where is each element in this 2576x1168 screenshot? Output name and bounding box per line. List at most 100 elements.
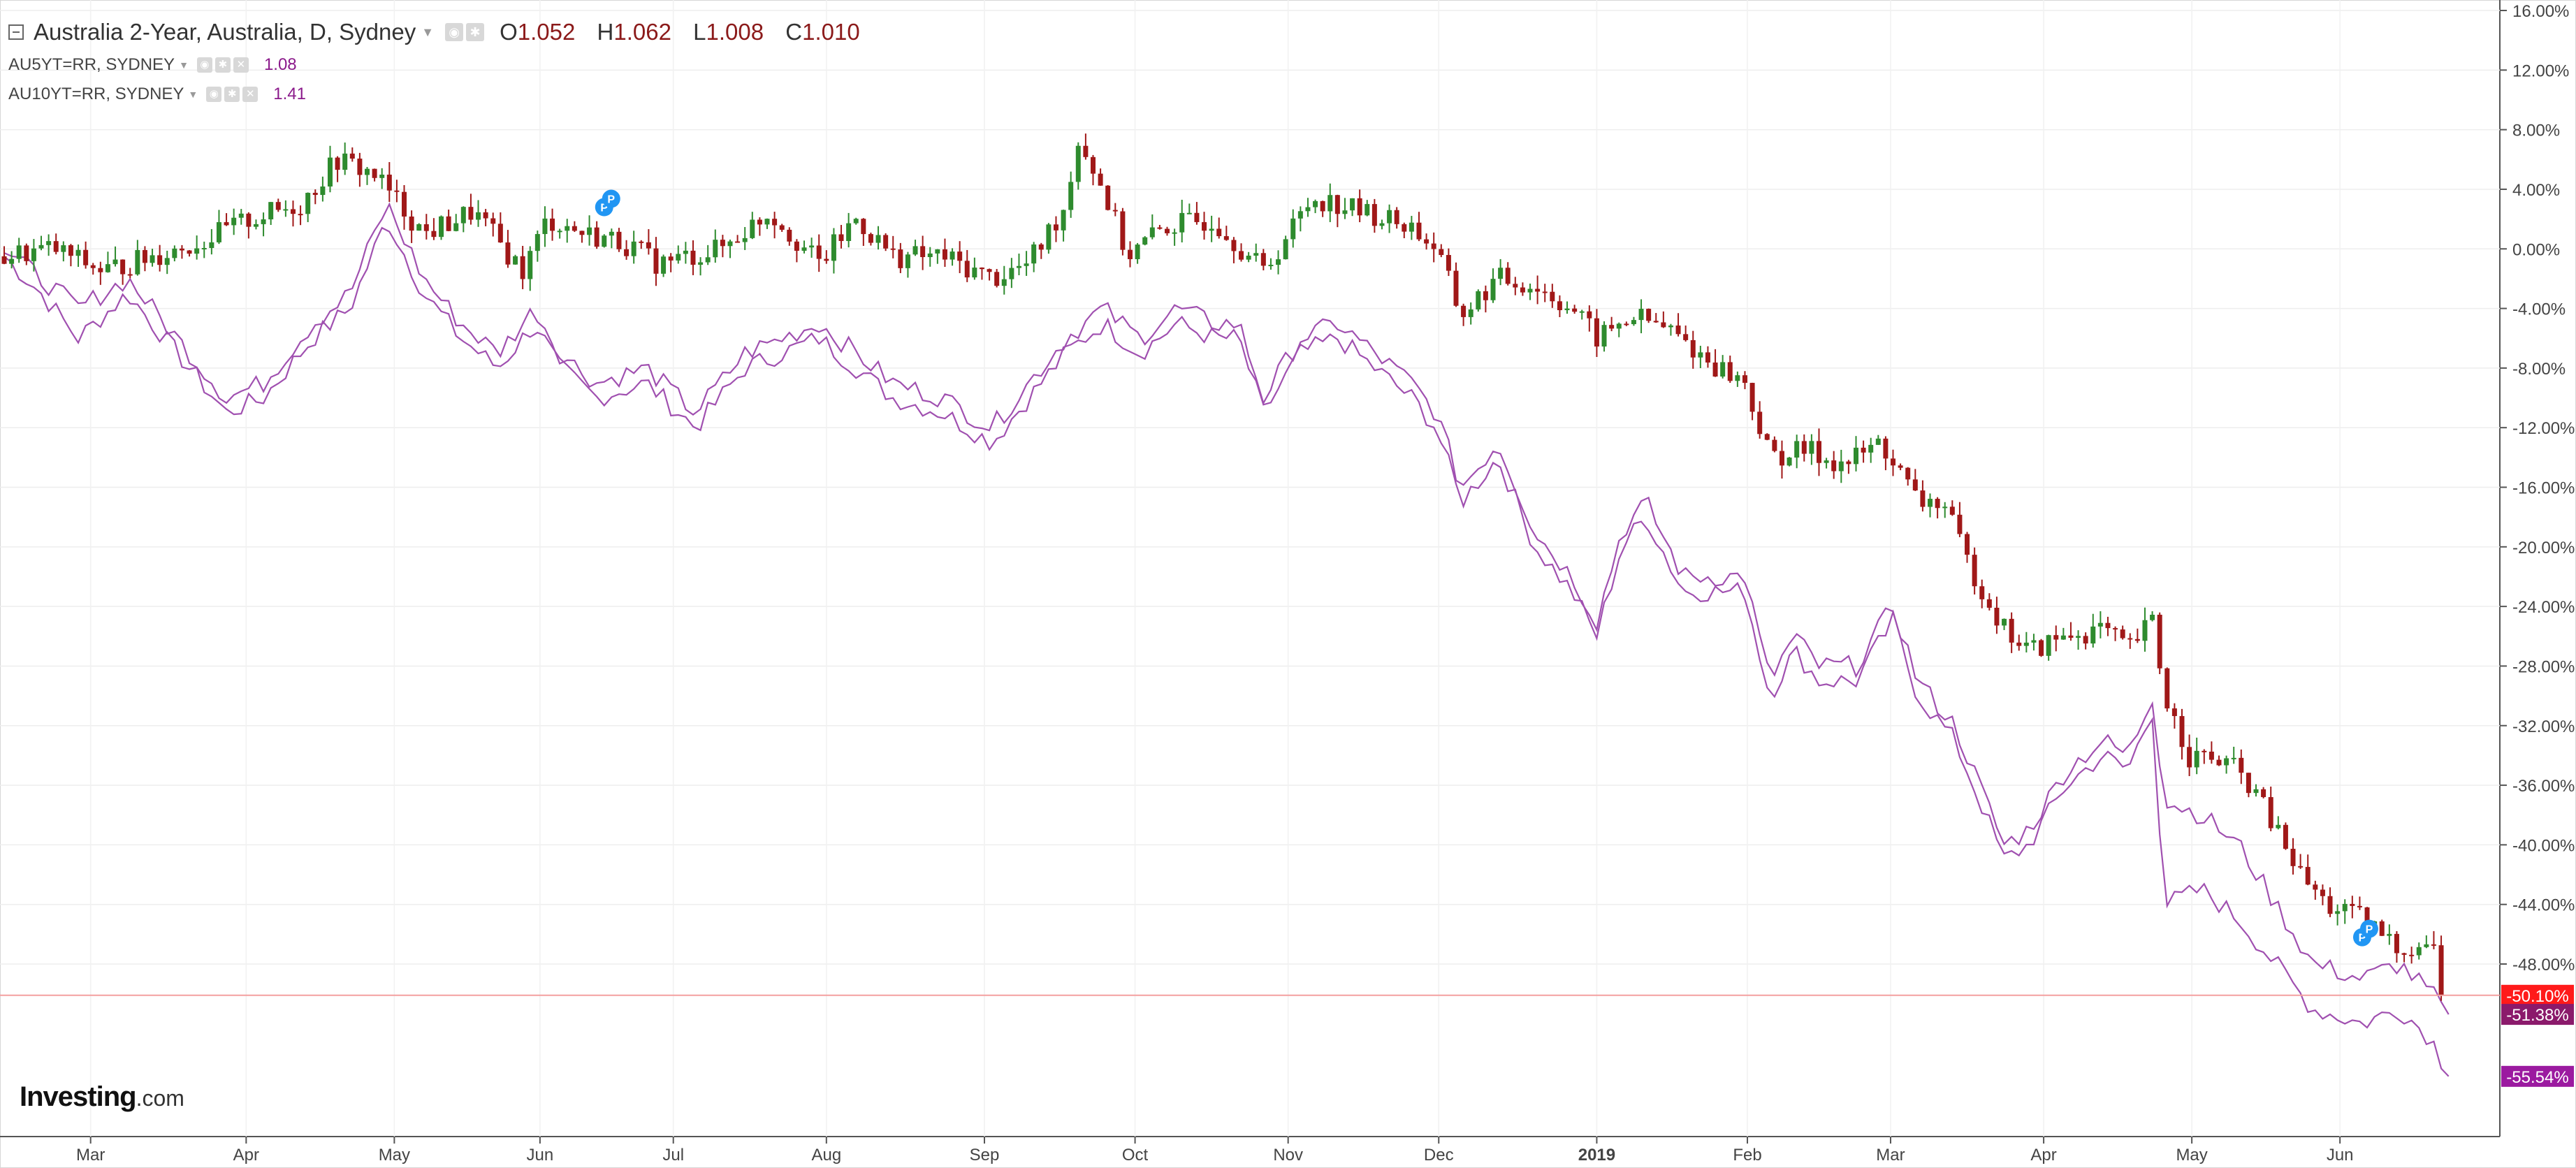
compare-line xyxy=(3,202,2450,1015)
x-tick-label: Sep xyxy=(970,1146,1000,1165)
close-icon[interactable]: ✕ xyxy=(233,57,249,73)
candle-body xyxy=(2090,626,2096,644)
price-badge xyxy=(2501,1065,2574,1087)
candle-body xyxy=(2016,642,2022,646)
candle-body xyxy=(2157,614,2162,669)
candle-body xyxy=(2053,635,2059,640)
close-icon[interactable]: ✕ xyxy=(242,87,259,102)
candle-body xyxy=(1587,311,1592,319)
gear-icon[interactable]: ✱ xyxy=(466,23,485,41)
candle-body xyxy=(216,222,221,242)
y-tick-label: 12.00% xyxy=(2512,61,2569,80)
candle-body xyxy=(868,234,873,243)
x-tick-label: Feb xyxy=(1733,1146,1761,1165)
price-badge-label: -51.38% xyxy=(2506,1006,2568,1025)
candle-body xyxy=(2097,622,2103,627)
high-key: H xyxy=(597,19,614,45)
candle-body xyxy=(24,245,29,261)
candle-body xyxy=(1313,200,1318,207)
candle-body xyxy=(1075,145,1081,182)
compare-series-legend-10y[interactable]: AU10YT=RR, SYDNEY ▼ ◉ ✱ ✕ 1.41 xyxy=(8,80,875,109)
collapse-icon[interactable] xyxy=(8,24,24,40)
candle-body xyxy=(1142,237,1148,245)
chevron-down-icon[interactable]: ▼ xyxy=(188,89,198,100)
candle-body xyxy=(713,240,718,258)
candle-body xyxy=(1527,289,1533,293)
candle-body xyxy=(1179,212,1185,233)
y-tick-label: 8.00% xyxy=(2512,122,2560,140)
candle-body xyxy=(883,235,889,249)
x-tick-label: 2019 xyxy=(1578,1146,1615,1165)
x-tick-label: Dec xyxy=(1424,1146,1454,1165)
candle-body xyxy=(2194,750,2199,768)
candle-body xyxy=(1883,438,1889,459)
candle-body xyxy=(2387,933,2392,936)
logo-suffix: .com xyxy=(136,1086,184,1111)
candle-body xyxy=(2276,824,2281,828)
candle-body xyxy=(1024,263,1029,266)
candle-body xyxy=(1898,465,1903,468)
candle-body xyxy=(1868,444,1874,453)
gear-icon[interactable]: ✱ xyxy=(224,87,240,102)
candle-body xyxy=(1297,211,1303,219)
gear-icon[interactable]: ✱ xyxy=(214,57,231,73)
chevron-down-icon[interactable]: ▼ xyxy=(179,59,189,71)
candle-body xyxy=(1698,352,1703,358)
logo-brand: Investing xyxy=(20,1081,137,1112)
candle-body xyxy=(1535,289,1541,292)
candle-body xyxy=(1371,204,1377,226)
candle-body xyxy=(290,209,296,214)
candle-body xyxy=(2202,750,2207,752)
candle-body xyxy=(1,256,7,264)
candle-body xyxy=(2261,789,2266,798)
candle-body xyxy=(1838,461,1844,472)
candle-body xyxy=(1031,244,1037,264)
candle-body xyxy=(875,235,881,243)
candle-body xyxy=(1446,255,1451,271)
x-tick-label: Oct xyxy=(1122,1146,1149,1165)
visibility-icon[interactable]: ◉ xyxy=(445,23,464,41)
candle-body xyxy=(61,245,66,252)
candle-body xyxy=(2031,640,2037,643)
visibility-icon[interactable]: ◉ xyxy=(206,87,222,102)
event-marker-letter: P xyxy=(600,203,608,214)
candle-body xyxy=(2068,635,2074,638)
candle-body xyxy=(1816,441,1821,463)
candle-body xyxy=(2431,944,2436,946)
candle-body xyxy=(2394,933,2399,954)
candle-body xyxy=(905,254,910,268)
candle-body xyxy=(1424,239,1429,244)
candle-body xyxy=(2335,911,2341,914)
candle-body xyxy=(690,250,696,265)
candle-body xyxy=(1564,308,1570,311)
candle-body xyxy=(2268,797,2273,828)
candle-body xyxy=(1260,253,1266,266)
compare-series-legend-5y[interactable]: AU5YT=RR, SYDNEY ▼ ◉ ✱ ✕ 1.08 xyxy=(8,50,875,80)
y-tick-label: -8.00% xyxy=(2512,360,2566,379)
chevron-down-icon[interactable]: ▼ xyxy=(421,24,435,39)
candle-body xyxy=(446,216,451,231)
candle-body xyxy=(1550,291,1555,302)
visibility-icon[interactable]: ◉ xyxy=(196,57,212,73)
candle-body xyxy=(1631,320,1636,325)
main-series-legend[interactable]: Australia 2-Year, Australia, D, Sydney ▼… xyxy=(8,14,875,50)
candle-body xyxy=(2142,620,2148,641)
candle-body xyxy=(327,157,333,187)
candle-body xyxy=(312,193,318,196)
candle-body xyxy=(1749,383,1755,412)
candle-body xyxy=(1905,467,1911,480)
candle-body xyxy=(1609,325,1615,329)
candle-body xyxy=(490,218,496,224)
candle-body xyxy=(1668,325,1673,328)
chart-legend: Australia 2-Year, Australia, D, Sydney ▼… xyxy=(8,14,875,109)
candle-body xyxy=(1490,279,1496,300)
candle-body xyxy=(1394,210,1399,224)
candle-body xyxy=(2290,849,2296,866)
candle-body xyxy=(1809,441,1814,454)
candle-body xyxy=(2083,636,2088,644)
candle-body xyxy=(505,242,511,265)
high-value: 1.062 xyxy=(613,19,671,45)
candle-body xyxy=(1720,362,1726,377)
candle-body xyxy=(253,224,259,227)
